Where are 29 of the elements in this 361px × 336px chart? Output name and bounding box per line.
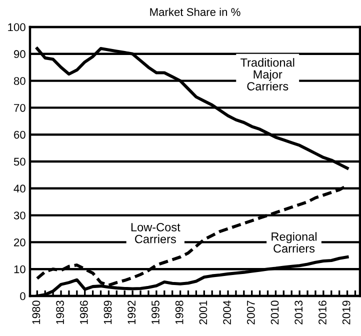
y-tick-label: 30 [14,212,26,220]
y-tick-label: 70 [14,104,26,112]
x-tick-label: 1995 [152,300,160,324]
x-tick-label: 1980 [32,300,40,324]
y-tick-label: 80 [14,77,26,85]
y-tick-label: 40 [14,184,26,193]
series-label: Regional Carriers [272,232,317,253]
series-label: Low-Cost Carriers [131,223,180,244]
x-tick-label: 2016 [318,300,326,324]
x-tick-label: 2019 [342,300,350,324]
x-tick-label: 1989 [104,300,112,324]
x-tick-label: 1983 [56,300,64,324]
y-tick-label: 90 [14,50,26,58]
x-tick-label: 1986 [80,300,88,324]
x-tick-label: 1992 [128,300,136,324]
y-tick-label: 100 [8,23,26,32]
text: Traditional Major Carriers [240,58,294,90]
y-tick-label: 20 [14,238,26,246]
x-tick-label: 2004 [223,300,231,324]
x-tick-label: 2007 [246,300,255,324]
chart-title: Market Share in % [150,8,240,16]
x-tick-label: 1998 [175,300,184,324]
y-tick-label: 10 [14,265,26,274]
y-tick-label: 0 [20,292,26,300]
y-tick-label: 50 [14,158,26,166]
x-tick-label: 2013 [294,300,303,324]
x-tick-label: 2001 [199,300,208,324]
y-tick-label: 60 [14,130,26,139]
x-tick-label: 2010 [270,300,279,324]
